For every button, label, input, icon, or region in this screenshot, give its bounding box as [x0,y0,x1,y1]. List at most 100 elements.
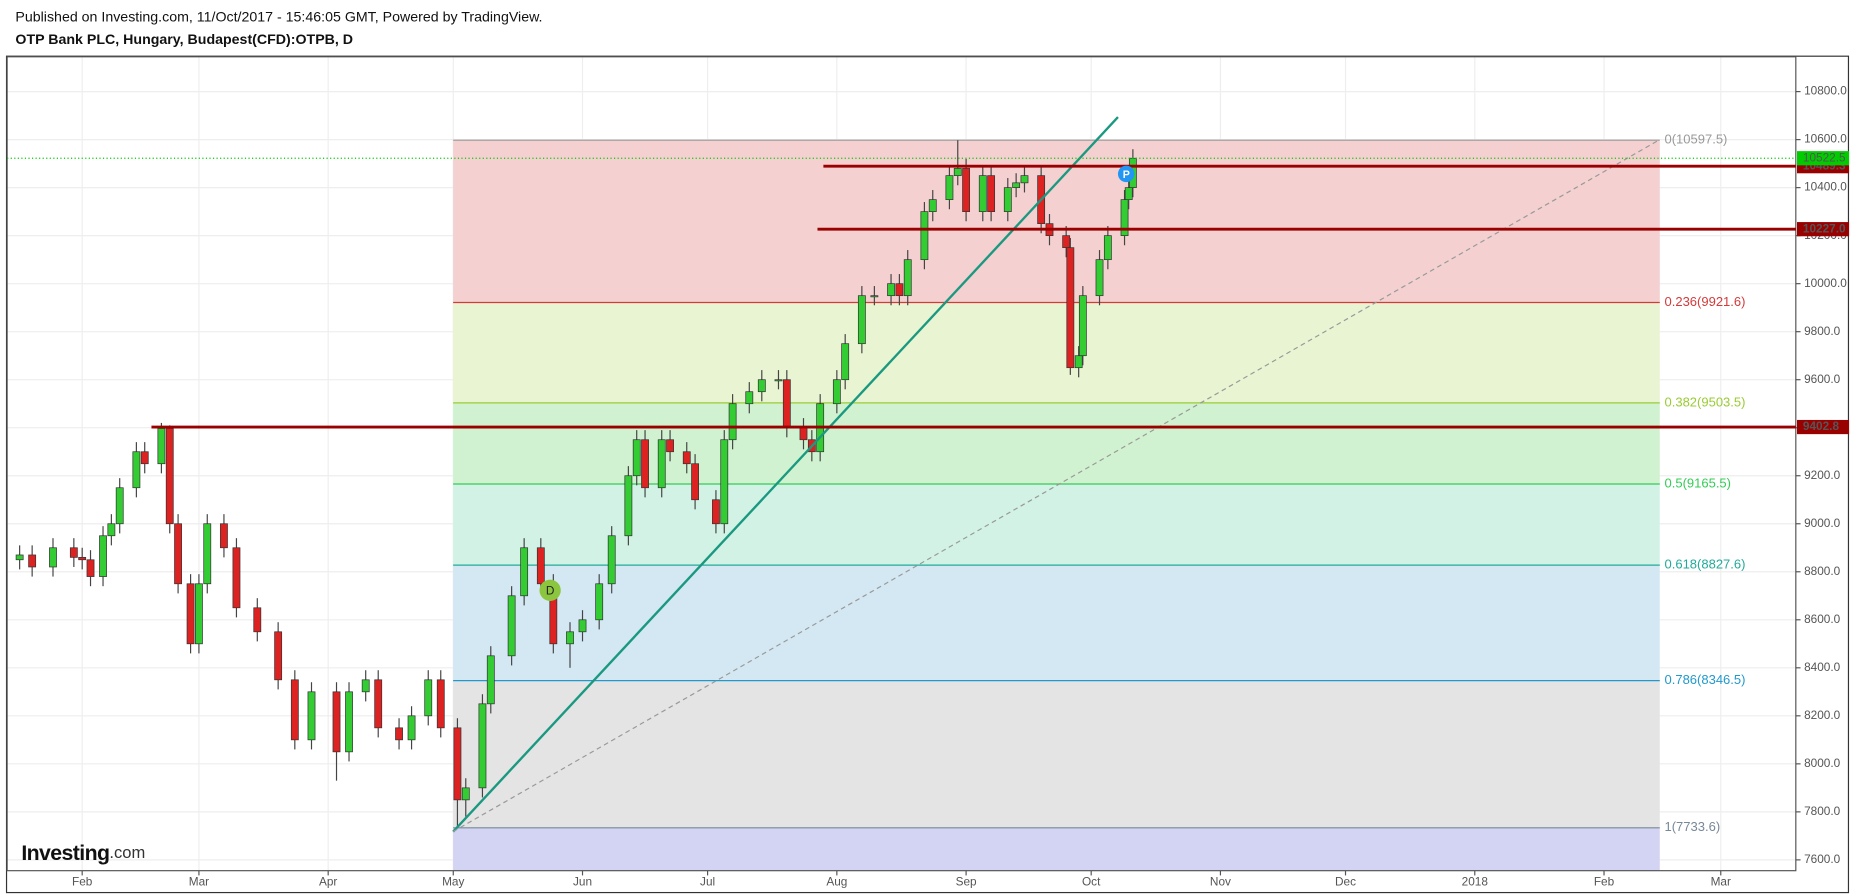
candle-body [857,295,866,345]
candle-body [666,439,674,453]
candle-body [978,175,987,212]
candle-body [195,583,203,645]
candle-body [903,259,912,297]
x-tick-label: Mar [1711,875,1731,889]
logo-suffix: .com [109,843,145,862]
candle-body [395,727,403,741]
candle-body [782,379,791,429]
candle-body [140,451,149,465]
candle-body [253,607,262,633]
y-tick-label: 10600.0 [1804,132,1847,146]
plot-border [6,56,1797,872]
candle-body [1095,259,1104,297]
x-tick-label: Oct [1082,875,1101,889]
logo: Investing.com [21,841,145,865]
y-tick-label: 10000.0 [1804,276,1847,290]
fib-label: 1(7733.6) [1665,819,1721,834]
candle-body [232,547,241,609]
dividend-marker[interactable] [539,579,561,601]
candle-body [799,427,808,441]
x-tick-label: Dec [1335,875,1356,889]
candle-body [536,547,545,585]
fib-label: 0.618(8827.6) [1665,557,1746,572]
candle-body [69,547,78,558]
y-tick-label: 9800.0 [1804,324,1841,338]
candle-body [928,199,937,212]
candle-body [132,451,141,489]
earnings-label: P [1123,169,1130,181]
x-tick-label: Jun [573,875,592,889]
fib-label: 0.786(8346.5) [1665,672,1746,687]
x-tick-label: Sep [956,875,977,889]
candle-body [657,439,666,489]
candle-body [507,595,516,657]
candle-body [424,679,433,717]
candle-body [841,343,850,381]
dividend-label: D [546,584,555,598]
candle-body [624,475,633,537]
y-tick-label: 10400.0 [1804,180,1847,194]
candle-body [115,487,124,525]
candle-body [107,523,116,537]
candle-body [595,583,604,621]
candle-body [186,583,195,645]
fib-zone [453,680,1660,828]
candle-body [15,554,24,561]
earnings-marker[interactable] [1117,165,1135,183]
y-tick-label: 8200.0 [1804,708,1841,722]
candle-body [49,547,57,568]
candle-body [332,691,341,753]
candle-body [78,557,87,561]
y-tick-label: 7800.0 [1804,804,1841,818]
fib-zone [453,402,1660,485]
symbol-title: OTP Bank PLC, Hungary, Budapest(CFD):OTP… [15,32,353,48]
candle-body [774,379,783,382]
candle-body [578,619,587,633]
logo-brand: Investing [21,841,109,865]
candle-body [1120,199,1129,237]
x-tick-label: Feb [72,875,93,889]
candle-body [1003,187,1012,212]
fib-zone [453,140,1660,303]
x-tick-label: 2018 [1462,875,1489,889]
candle-body [566,631,574,645]
candle-body [870,295,879,298]
x-tick-label: Aug [826,875,847,889]
candle-body [728,403,737,441]
candle-body [165,428,174,525]
fib-label: 0.236(9921.6) [1665,294,1746,309]
fib-zone [453,565,1660,681]
y-tick-label: 9000.0 [1804,516,1841,530]
candle-body [99,535,107,577]
candle-body [607,535,616,585]
y-tick-label: 8600.0 [1804,612,1841,626]
fib-zone [453,302,1660,403]
candle-body [641,439,649,489]
candle-body [757,379,766,393]
candle-body [157,428,166,465]
published-note: Published on Investing.com, 11/Oct/2017 … [15,9,542,25]
x-tick-label: Jul [700,875,715,889]
y-tick-label: 8800.0 [1804,564,1841,578]
candle-body [86,559,95,577]
candle-body [478,703,487,789]
x-tick-label: May [442,875,464,889]
candle-body [632,439,641,477]
candle-body [407,715,416,741]
level-tag-label: 9402.8 [1803,419,1840,433]
candle-body [361,679,370,693]
x-tick-label: Feb [1594,875,1615,889]
last-price-tag [1797,151,1850,166]
y-tick-label: 10800.0 [1804,84,1847,98]
candle-body [520,547,529,597]
y-tick-label: 7600.0 [1804,852,1841,866]
y-tick-label: 9600.0 [1804,372,1841,386]
candle-body [1124,187,1133,200]
candle-body [461,787,470,801]
candle-body [987,175,996,212]
candle-body [345,691,353,753]
trend-line [452,116,1119,833]
level-tag [1797,222,1850,237]
